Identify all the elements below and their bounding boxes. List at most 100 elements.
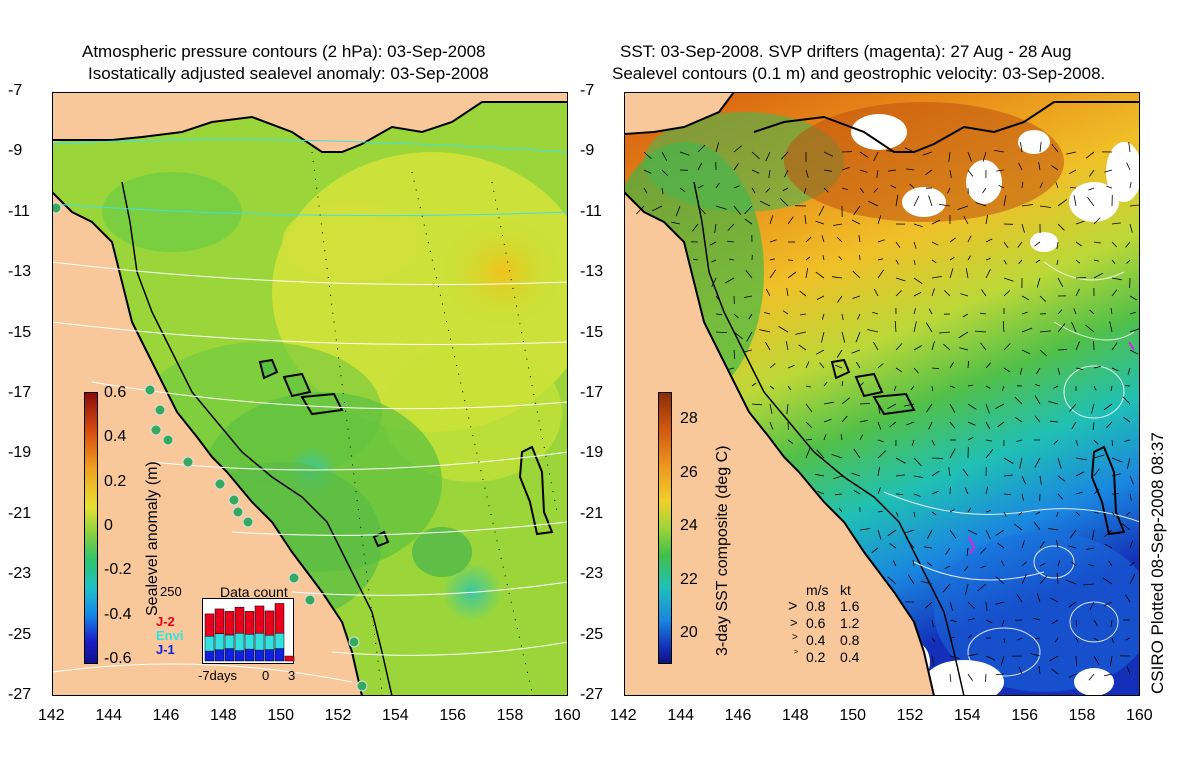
velocity-vector <box>1093 454 1105 459</box>
velocity-vector <box>1056 259 1059 265</box>
velocity-vector <box>949 385 955 388</box>
velocity-vector <box>1104 529 1113 537</box>
lat-tick-left: -7 <box>8 82 23 99</box>
velocity-vector <box>729 258 735 261</box>
speed-legend-ms: 0.4 <box>806 632 826 648</box>
velocity-vector <box>967 673 973 681</box>
velocity-vector <box>1015 417 1023 423</box>
velocity-vector <box>1035 637 1041 640</box>
velocity-vector <box>997 542 1005 549</box>
velocity-vector <box>1003 637 1006 643</box>
velocity-vector <box>1122 523 1131 531</box>
velocity-vector <box>1129 327 1140 333</box>
velocity-vector <box>985 385 991 389</box>
velocity-vector <box>939 204 951 207</box>
velocity-vector <box>782 310 789 315</box>
velocity-vector <box>931 219 941 225</box>
lon-tick-right: 146 <box>724 707 752 724</box>
velocity-vector <box>1051 165 1059 171</box>
speed-legend-arrow-icon: > <box>790 615 798 630</box>
velocity-vector <box>1129 349 1139 355</box>
velocity-vector <box>779 198 789 207</box>
velocity-vector <box>931 619 934 627</box>
velocity-vector <box>1092 529 1095 540</box>
velocity-vector <box>985 619 993 624</box>
velocity-vector <box>967 235 972 243</box>
inset-xtick-start: -7days <box>198 668 238 683</box>
velocity-vector <box>928 308 933 315</box>
sst-colorbar-tick: 20 <box>680 624 698 641</box>
velocity-vector <box>873 187 879 193</box>
velocity-vector <box>1017 241 1023 248</box>
velocity-vector <box>995 576 1005 585</box>
velocity-vector <box>944 565 951 570</box>
velocity-vector <box>985 673 987 683</box>
velocity-vector <box>1003 195 1007 207</box>
velocity-vector <box>1049 597 1059 603</box>
velocity-vector <box>821 313 825 320</box>
velocity-vector <box>1082 583 1095 586</box>
velocity-vector <box>769 363 776 369</box>
velocity-vector <box>769 385 775 390</box>
velocity-vector <box>926 403 933 413</box>
velocity-vector <box>1038 666 1041 675</box>
velocity-vector <box>855 361 861 369</box>
velocity-vector <box>931 637 936 643</box>
velocity-vector <box>1069 187 1077 189</box>
velocity-vector <box>1108 560 1113 567</box>
data-count-inset <box>202 598 295 664</box>
velocity-vector <box>805 169 809 178</box>
velocity-vector <box>1111 241 1118 248</box>
velocity-vector <box>778 326 789 333</box>
velocity-vector <box>858 235 861 243</box>
velocity-vector <box>931 655 935 666</box>
inset-bar-j1 <box>264 649 275 662</box>
velocity-vector <box>855 331 861 343</box>
velocity-vector <box>745 269 753 279</box>
velocity-vector <box>1057 309 1063 315</box>
velocity-vector <box>780 151 789 160</box>
velocity-vector <box>823 434 827 441</box>
velocity-vector <box>1092 421 1095 431</box>
velocity-vector <box>904 529 915 534</box>
velocity-vector <box>967 169 974 177</box>
sealevel-anomaly-map <box>52 92 568 696</box>
velocity-vector <box>817 491 825 495</box>
velocity-vector <box>636 205 645 215</box>
velocity-vector <box>1021 561 1027 567</box>
lon-tick-left: 160 <box>554 707 581 724</box>
velocity-vector <box>949 636 955 639</box>
velocity-vector <box>1068 169 1077 175</box>
velocity-vector <box>949 421 956 429</box>
velocity-vector <box>1088 563 1095 567</box>
velocity-vector <box>985 510 991 513</box>
inset-xtick-end: 3 <box>288 668 296 683</box>
velocity-vector <box>967 618 975 621</box>
velocity-vector <box>926 562 933 567</box>
velocity-vector <box>1039 330 1051 333</box>
velocity-vector <box>857 313 861 320</box>
inset-bar-envi <box>244 633 255 650</box>
velocity-vector <box>1075 220 1085 225</box>
velocity-vector <box>985 268 991 279</box>
velocity-vector <box>1056 540 1059 549</box>
velocity-vector <box>1021 573 1027 585</box>
velocity-vector <box>911 439 915 446</box>
sst-colorbar <box>658 392 672 664</box>
velocity-vector <box>1039 142 1042 153</box>
velocity-vector <box>1034 457 1041 468</box>
velocity-vector <box>1036 367 1041 375</box>
velocity-vector <box>671 221 681 225</box>
velocity-vector <box>1054 637 1059 643</box>
velocity-vector <box>715 182 720 189</box>
velocity-vector <box>859 187 865 193</box>
velocity-vector <box>823 187 829 193</box>
velocity-vector <box>996 169 1005 172</box>
velocity-vector <box>759 200 771 207</box>
velocity-vector <box>1075 367 1083 370</box>
velocity-vector <box>727 367 735 371</box>
velocity-vector <box>980 547 987 554</box>
velocity-vector <box>1126 666 1131 675</box>
velocity-vector <box>1065 579 1077 585</box>
velocity-vector <box>938 331 951 334</box>
